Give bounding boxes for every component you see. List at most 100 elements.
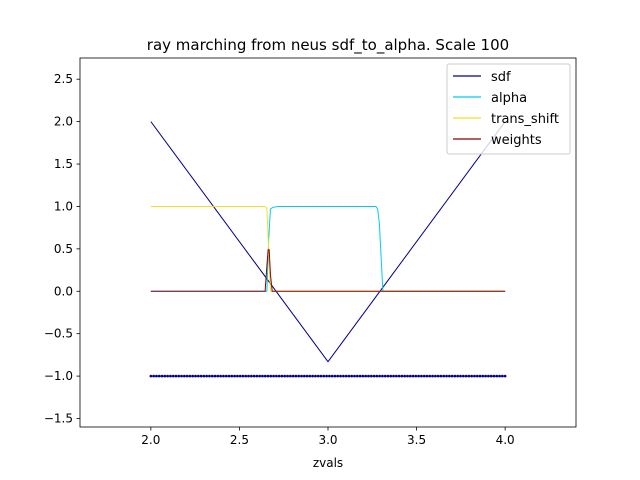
marker-point: [381, 374, 384, 378]
marker-point: [375, 374, 379, 378]
marker-point: [484, 374, 487, 378]
marker-point: [422, 374, 426, 378]
marker-point: [473, 374, 476, 378]
marker-point: [308, 374, 312, 378]
marker-point: [286, 374, 289, 378]
marker-point: [339, 374, 342, 378]
marker-point: [199, 374, 203, 378]
marker-point: [247, 374, 250, 378]
marker-point: [205, 374, 208, 378]
y-tick-label: −1.0: [44, 369, 73, 383]
marker-point: [378, 374, 381, 378]
x-tick-label: 2.5: [230, 433, 249, 447]
marker-point: [361, 374, 365, 378]
marker-point: [272, 374, 275, 378]
marker-point: [434, 374, 437, 378]
marker-point: [241, 374, 245, 378]
legend-label: sdf: [491, 70, 511, 85]
marker-point: [277, 374, 281, 378]
x-axis-label: zvals: [313, 456, 343, 470]
marker-point: [475, 374, 479, 378]
marker-point: [448, 374, 451, 378]
plot-area: 2.0 2.5 3.0 3.5 4.0 −1.5 −1.0 −0.5 0.0 0.5 1.0 1.5 2…: [44, 57, 577, 447]
legend-box: [446, 63, 571, 155]
series-line-alpha: [150, 205, 506, 292]
marker-point: [316, 374, 320, 378]
marker-point: [386, 374, 390, 378]
marker-point: [216, 374, 220, 378]
marker-point: [166, 374, 169, 378]
marker-point: [367, 374, 370, 378]
marker-point: [453, 374, 457, 378]
marker-point: [428, 374, 432, 378]
marker-point: [213, 374, 217, 378]
marker-point: [470, 374, 473, 378]
marker-point: [300, 374, 303, 378]
marker-point: [233, 374, 236, 378]
marker-point: [149, 374, 153, 378]
marker-point: [495, 374, 499, 378]
marker-point: [464, 374, 468, 378]
y-tick-label: 0.0: [54, 284, 73, 298]
marker-point: [174, 374, 178, 378]
marker-point: [266, 374, 270, 378]
marker-point: [297, 374, 301, 378]
marker-point: [314, 374, 317, 378]
marker-point: [302, 374, 306, 378]
marker-point: [417, 374, 420, 378]
marker-point: [249, 374, 253, 378]
marker-point: [369, 374, 373, 378]
marker-point: [155, 374, 158, 378]
marker-point: [230, 374, 234, 378]
marker-point: [238, 374, 242, 378]
marker-point: [355, 374, 359, 378]
marker-point: [236, 374, 239, 378]
marker-point: [157, 374, 161, 378]
marker-point: [333, 374, 337, 378]
marker-point: [328, 374, 331, 378]
x-tick-label: 4.0: [496, 433, 515, 447]
marker-point: [183, 374, 186, 378]
marker-point: [275, 374, 278, 378]
marker-point: [261, 374, 264, 378]
y-tick-label: 0.5: [54, 242, 73, 256]
marker-point: [503, 374, 507, 378]
marker-point: [411, 374, 415, 378]
y-tick-label: 2.0: [54, 115, 73, 129]
marker-point: [319, 374, 323, 378]
marker-point: [291, 374, 295, 378]
marker-point: [467, 374, 471, 378]
marker-point: [188, 374, 192, 378]
marker-point: [436, 374, 440, 378]
marker-point: [481, 374, 485, 378]
marker-point: [414, 374, 418, 378]
marker-point: [445, 374, 448, 378]
y-tick-label: −1.5: [44, 412, 73, 426]
marker-point: [289, 374, 292, 378]
marker-point: [353, 374, 356, 378]
series-group: [149, 121, 507, 378]
marker-point: [450, 374, 454, 378]
marker-point: [294, 374, 298, 378]
marker-point: [350, 374, 354, 378]
marker-point: [244, 374, 248, 378]
marker-point: [420, 374, 423, 378]
marker-point: [305, 374, 309, 378]
marker-point: [442, 374, 446, 378]
x-tick-label: 2.0: [141, 433, 160, 447]
marker-point: [383, 374, 387, 378]
marker-point: [255, 374, 259, 378]
marker-point: [152, 374, 155, 378]
marker-point: [171, 374, 175, 378]
marker-point: [456, 374, 460, 378]
marker-point: [258, 374, 261, 378]
marker-point: [322, 374, 326, 378]
marker-point: [194, 374, 197, 378]
marker-point: [406, 374, 409, 378]
marker-point: [222, 374, 225, 378]
marker-point: [403, 374, 407, 378]
chart-title: ray marching from neus sdf_to_alpha. Sca…: [147, 36, 509, 55]
x-tick-label: 3.5: [407, 433, 426, 447]
marker-point: [439, 374, 443, 378]
